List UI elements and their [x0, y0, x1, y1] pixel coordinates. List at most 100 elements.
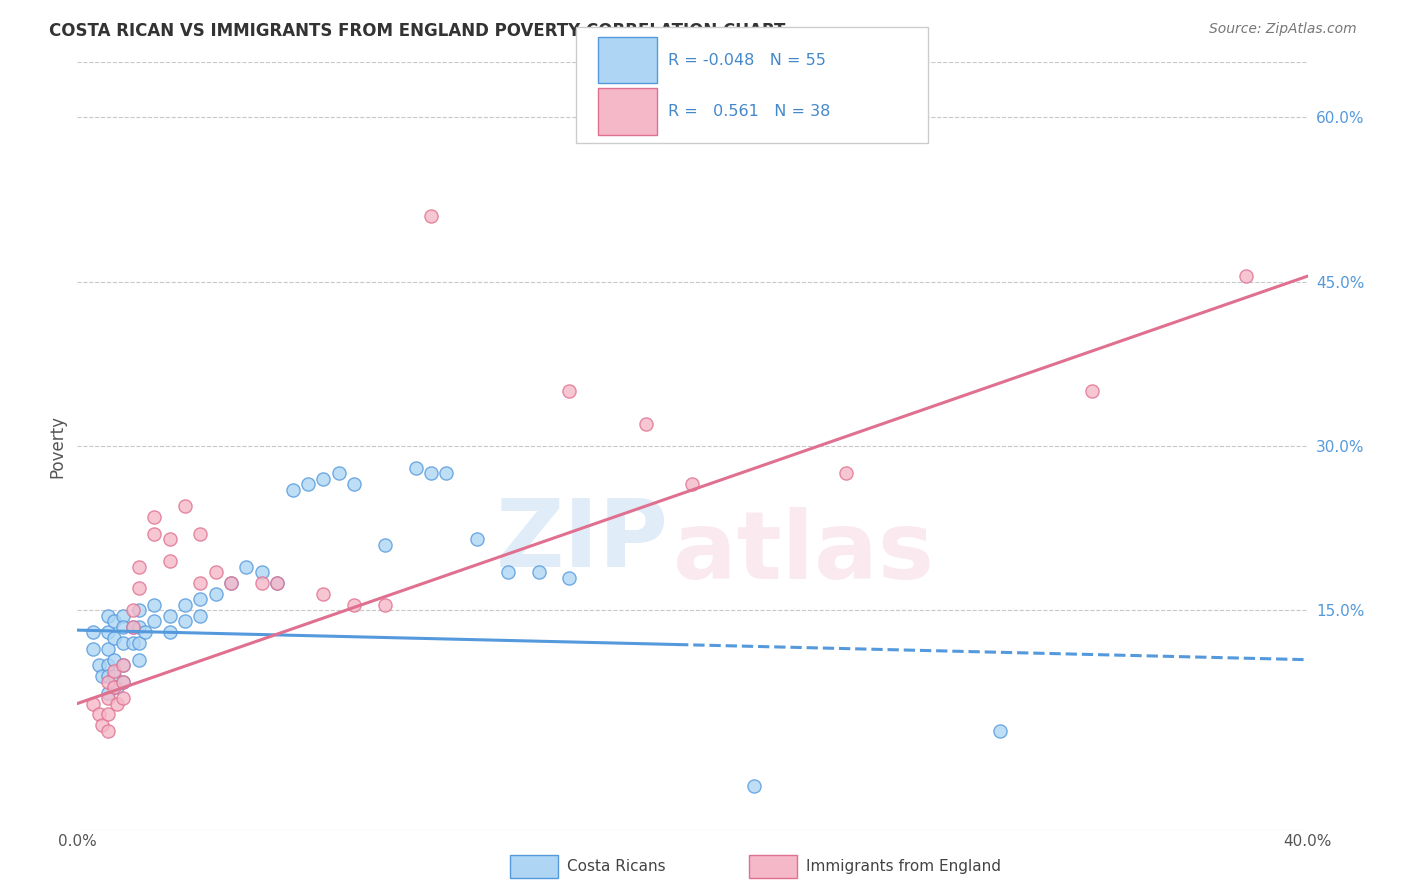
Point: [343, 598, 366, 612]
Point: [159, 554, 181, 568]
Point: [112, 674, 135, 689]
Text: R =   0.561   N = 38: R = 0.561 N = 38: [668, 104, 830, 119]
Point: [128, 620, 150, 634]
Point: [343, 477, 366, 491]
Point: [188, 608, 212, 623]
Point: [188, 526, 212, 541]
Point: [82, 641, 104, 656]
Point: [134, 625, 156, 640]
Point: [250, 565, 273, 579]
Text: Costa Ricans: Costa Ricans: [567, 859, 665, 873]
Point: [266, 576, 288, 591]
Point: [90, 718, 114, 732]
Point: [103, 664, 125, 678]
Point: [374, 598, 396, 612]
Text: COSTA RICAN VS IMMIGRANTS FROM ENGLAND POVERTY CORRELATION CHART: COSTA RICAN VS IMMIGRANTS FROM ENGLAND P…: [49, 22, 786, 40]
Point: [159, 625, 181, 640]
Y-axis label: Poverty: Poverty: [48, 415, 66, 477]
Point: [374, 538, 396, 552]
Point: [97, 674, 120, 689]
Point: [97, 707, 120, 722]
Point: [87, 707, 110, 722]
Point: [105, 697, 128, 711]
Point: [312, 472, 335, 486]
Point: [121, 636, 143, 650]
Point: [121, 603, 143, 617]
Point: [527, 565, 550, 579]
Point: [204, 565, 226, 579]
Point: [121, 620, 143, 634]
Point: [1234, 269, 1257, 284]
Point: [112, 636, 135, 650]
Point: [988, 723, 1011, 738]
Point: [103, 631, 125, 645]
Point: [682, 477, 704, 491]
Point: [103, 680, 125, 694]
Point: [121, 620, 143, 634]
Point: [128, 636, 150, 650]
Point: [112, 608, 135, 623]
Text: ZIP: ZIP: [495, 494, 668, 587]
Point: [174, 598, 197, 612]
Point: [105, 680, 128, 694]
Point: [82, 697, 104, 711]
Point: [266, 576, 288, 591]
Point: [219, 576, 242, 591]
Point: [143, 510, 166, 524]
Point: [90, 669, 114, 683]
Point: [405, 461, 427, 475]
Point: [250, 576, 273, 591]
Point: [97, 641, 120, 656]
Point: [128, 653, 150, 667]
Point: [143, 615, 166, 629]
Point: [174, 615, 197, 629]
Point: [204, 587, 226, 601]
Point: [128, 582, 150, 596]
Text: Source: ZipAtlas.com: Source: ZipAtlas.com: [1209, 22, 1357, 37]
Point: [159, 532, 181, 546]
Point: [87, 658, 110, 673]
Point: [465, 532, 488, 546]
Point: [112, 691, 135, 706]
Point: [103, 615, 125, 629]
Point: [281, 483, 304, 497]
Point: [103, 669, 125, 683]
Point: [128, 559, 150, 574]
Point: [112, 658, 135, 673]
Point: [112, 674, 135, 689]
Point: [97, 625, 120, 640]
Point: [558, 570, 581, 584]
Text: atlas: atlas: [672, 507, 934, 599]
Point: [174, 500, 197, 514]
Point: [97, 608, 120, 623]
Point: [143, 598, 166, 612]
Point: [219, 576, 242, 591]
Text: Immigrants from England: Immigrants from England: [806, 859, 1001, 873]
Point: [312, 587, 335, 601]
Point: [436, 467, 458, 481]
Point: [835, 467, 858, 481]
Point: [297, 477, 319, 491]
Point: [188, 592, 212, 607]
Point: [143, 526, 166, 541]
Point: [742, 779, 765, 793]
Point: [420, 467, 443, 481]
Point: [496, 565, 519, 579]
Point: [128, 603, 150, 617]
Text: R = -0.048   N = 55: R = -0.048 N = 55: [668, 53, 825, 68]
Point: [112, 658, 135, 673]
Point: [188, 576, 212, 591]
Point: [97, 685, 120, 699]
Point: [1081, 384, 1104, 399]
Point: [112, 620, 135, 634]
Point: [103, 653, 125, 667]
Point: [97, 723, 120, 738]
Point: [97, 691, 120, 706]
Point: [82, 625, 104, 640]
Point: [636, 417, 658, 431]
Point: [235, 559, 257, 574]
Point: [328, 467, 350, 481]
Point: [420, 209, 443, 223]
Point: [97, 658, 120, 673]
Point: [97, 669, 120, 683]
